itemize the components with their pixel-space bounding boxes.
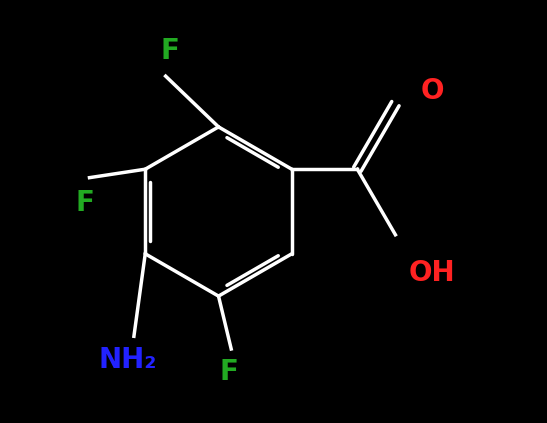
Text: F: F [160, 37, 179, 65]
Text: F: F [220, 358, 238, 386]
Text: OH: OH [409, 259, 456, 287]
Text: F: F [76, 189, 95, 217]
Text: O: O [421, 77, 444, 105]
Text: NH₂: NH₂ [98, 346, 157, 374]
